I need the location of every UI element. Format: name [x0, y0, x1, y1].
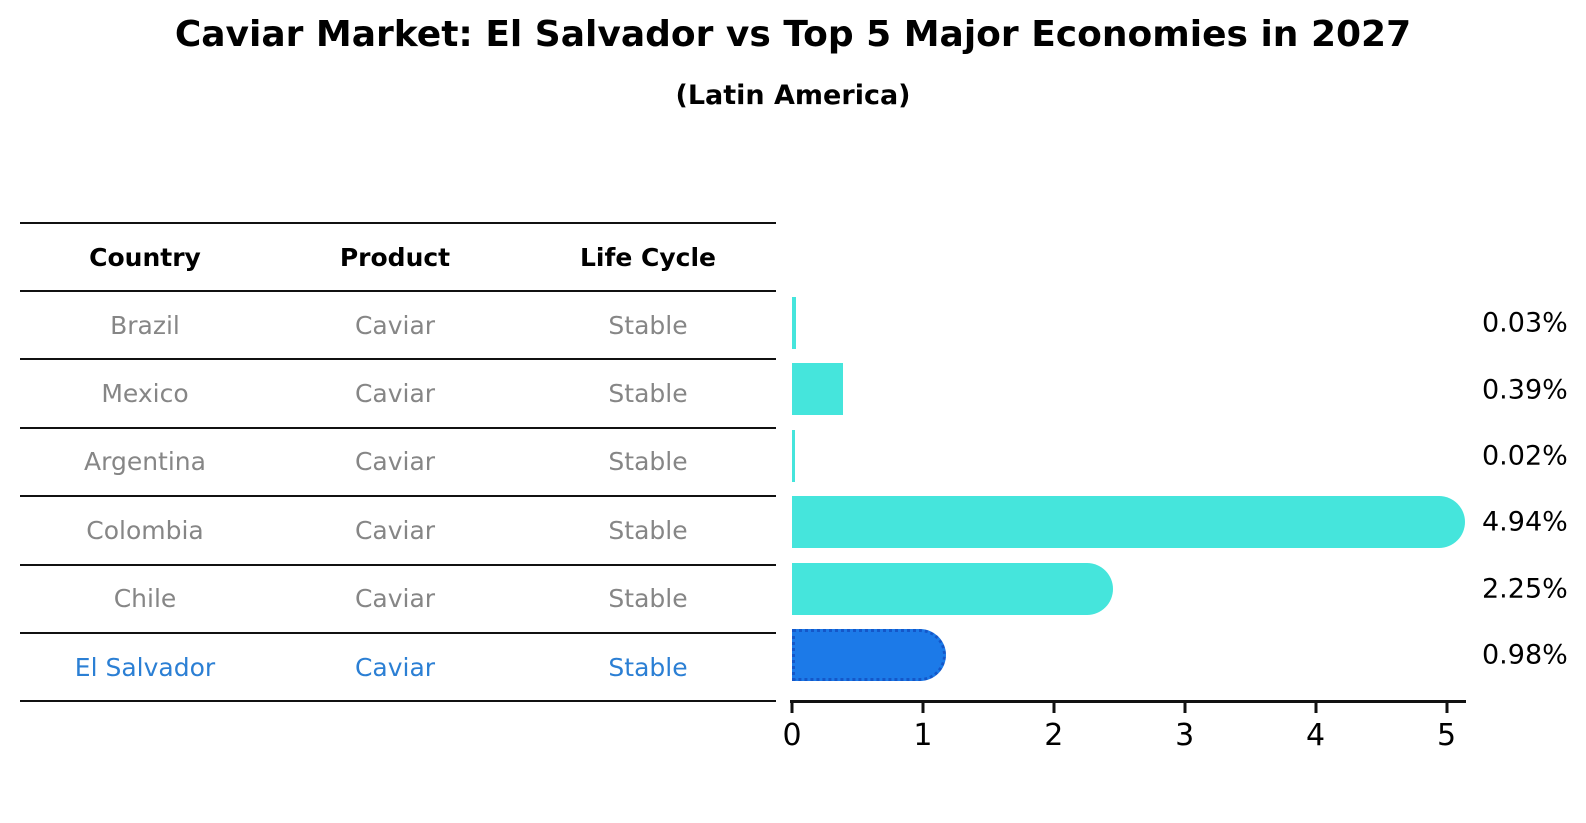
- table-cell-product: Caviar: [354, 447, 436, 477]
- x-axis-tick-label: 1: [913, 718, 933, 753]
- table-cell-country: Colombia: [86, 515, 204, 545]
- table-row: Argentina Caviar Stable: [20, 429, 776, 498]
- table-header-row: Country Product Life Cycle: [20, 224, 776, 292]
- table-row: Chile Caviar Stable: [20, 566, 776, 634]
- x-axis-tick-label: 0: [782, 718, 802, 753]
- country-table: Country Product Life Cycle Brazil Caviar Stab…: [20, 222, 776, 703]
- table-cell-country: Chile: [113, 584, 177, 614]
- x-axis-tick-label: 3: [1175, 718, 1195, 753]
- value-label: 4.94%: [1482, 506, 1568, 538]
- bar-colombia: [792, 496, 1465, 549]
- table-cell-country: El Salvador: [74, 652, 216, 682]
- value-label: 0.02%: [1482, 440, 1568, 472]
- table-header-cell: Country: [89, 242, 201, 272]
- table-cell-country: Mexico: [101, 379, 189, 409]
- x-axis-tick-label: 2: [1044, 718, 1064, 753]
- value-label: 2.25%: [1482, 573, 1568, 605]
- table-header-cell: Life Cycle: [579, 242, 717, 272]
- bar-chile: [792, 562, 1113, 615]
- table-cell-life-cycle: Stable: [608, 652, 688, 682]
- table-cell-life-cycle: Stable: [608, 515, 688, 545]
- table-cell-life-cycle: Stable: [608, 310, 688, 340]
- x-axis-line: [790, 700, 1466, 703]
- value-label: 0.98%: [1482, 639, 1568, 671]
- bar-argentina: [792, 429, 795, 482]
- x-axis-tick: [921, 703, 925, 713]
- x-axis-tick: [1314, 703, 1318, 713]
- table-cell-product: Caviar: [354, 652, 436, 682]
- x-axis-tick: [1183, 703, 1187, 713]
- table-cell-life-cycle: Stable: [608, 447, 688, 477]
- bar-el-salvador: [792, 629, 947, 681]
- value-label: 0.39%: [1482, 374, 1568, 406]
- table-cell-product: Caviar: [354, 584, 436, 614]
- table-row: Brazil Caviar Stable: [20, 292, 776, 361]
- table-cell-product: Caviar: [354, 310, 436, 340]
- bar-mexico: [792, 363, 844, 416]
- x-axis-tick: [1445, 703, 1448, 713]
- table-row: Mexico Caviar Stable: [20, 360, 776, 429]
- bar-brazil: [792, 297, 796, 349]
- table-cell-life-cycle: Stable: [608, 379, 688, 409]
- value-label: 0.03%: [1482, 307, 1568, 339]
- x-axis-tick: [790, 703, 794, 713]
- x-axis-tick: [1052, 703, 1056, 713]
- table-cell-country: Brazil: [110, 310, 180, 340]
- table-cell-product: Caviar: [354, 515, 436, 545]
- x-axis-tick-label: 4: [1306, 718, 1326, 753]
- chart-subtitle: (Latin America): [675, 80, 911, 111]
- chart-title: Caviar Market: El Salvador vs Top 5 Majo…: [174, 14, 1412, 55]
- table-cell-life-cycle: Stable: [608, 584, 688, 614]
- table-cell-country: Argentina: [84, 447, 206, 477]
- x-axis-tick-label: 5: [1436, 718, 1457, 753]
- table-row: Colombia Caviar Stable: [20, 497, 776, 566]
- table-row: El Salvador Caviar Stable: [20, 634, 776, 703]
- table-header-cell: Product: [339, 242, 451, 272]
- table-cell-product: Caviar: [354, 379, 436, 409]
